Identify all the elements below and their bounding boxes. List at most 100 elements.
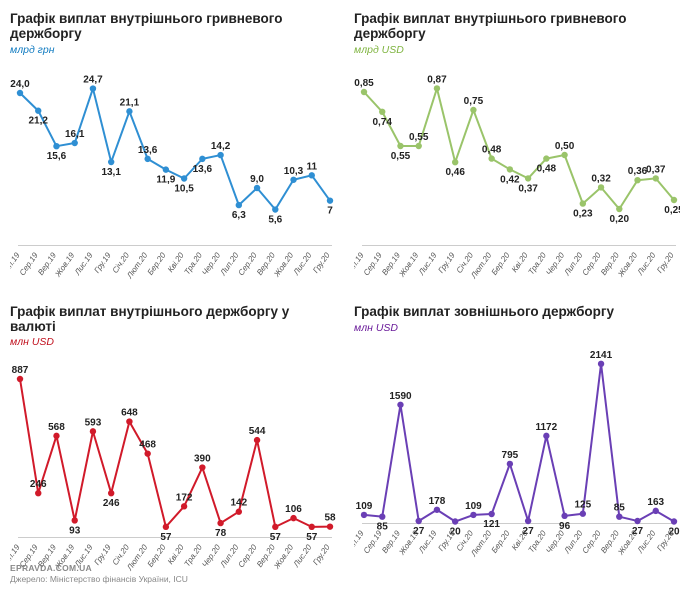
value-label: 78 [215,528,227,539]
chart-subtitle: млрд USD [354,44,680,56]
value-label: 11,9 [156,174,175,185]
data-point [199,465,205,471]
value-label: 2141 [590,349,613,360]
value-label: 6,3 [232,210,246,221]
value-label: 24,0 [10,79,30,90]
value-label: 390 [194,454,211,465]
x-category-label: Жов.19 [397,528,421,557]
value-label: 568 [48,422,65,433]
footer-brand: EPRAVDA.COM.UA [10,563,188,574]
value-label: 5,6 [268,214,282,225]
series-line [364,363,674,521]
data-point [470,511,476,517]
value-label: 178 [429,495,446,506]
data-point [580,200,586,206]
data-point [272,206,278,212]
value-label: 887 [12,365,29,376]
value-label: 125 [574,499,591,510]
value-label: 13,1 [101,167,121,178]
chart-subtitle: млн USD [354,322,680,334]
value-label: 85 [614,502,626,513]
data-point [379,108,385,114]
value-label: 544 [249,426,266,437]
data-point [17,89,23,95]
data-point [671,196,677,202]
data-point [144,155,150,161]
data-point [272,524,278,530]
data-point [163,524,169,530]
x-category-label: Бер.20 [490,250,512,276]
x-category-label: Гру.20 [311,250,332,274]
value-label: 0,25 [664,205,680,216]
data-point [434,506,440,512]
data-point [199,155,205,161]
data-point [108,490,114,496]
x-category-label: Бер.20 [490,528,512,554]
data-point [17,376,23,382]
data-point [671,518,677,524]
x-category-label: Гру.19 [92,250,113,274]
data-point [35,490,41,496]
data-point [616,205,622,211]
series-line [20,379,330,527]
data-point [53,143,59,149]
value-label: 58 [324,513,336,524]
value-label: 593 [85,418,102,429]
chart-subtitle: млрд грн [10,44,336,56]
value-label: 0,32 [591,173,611,184]
data-point [616,513,622,519]
data-point [397,401,403,407]
chart-title: Графік виплат зовнішнього держборгу [354,305,680,320]
footer: EPRAVDA.COM.UA Джерело: Міністерство фін… [10,563,188,585]
chart-grid: Графік виплат внутрішнього гривневого де… [10,12,680,557]
data-point [90,85,96,91]
value-label: 121 [483,519,500,530]
x-category-label: Гру.20 [311,543,332,567]
data-point [488,510,494,516]
data-point [236,509,242,515]
value-label: 106 [285,504,302,515]
value-label: 7 [327,205,333,216]
value-label: 109 [356,500,373,511]
value-label: 468 [139,440,156,451]
data-point [290,176,296,182]
data-point [525,175,531,181]
value-label: 21,1 [120,97,140,108]
x-category-label: Жов.20 [272,543,296,572]
chart-svg: 8872465689359324664846857172390781425445… [10,348,336,573]
data-point [126,419,132,425]
data-point [217,520,223,526]
chart-svg: 24,021,215,616,124,713,121,113,611,910,5… [10,56,336,281]
data-point [72,518,78,524]
x-category-label: Бер.20 [146,250,168,276]
data-point [309,172,315,178]
value-label: 9,0 [250,174,264,185]
data-point [236,202,242,208]
data-point [254,184,260,190]
panel-2: Графік виплат внутрішнього держборгу у в… [10,305,336,574]
value-label: 0,37 [646,164,666,175]
data-point [543,155,549,161]
data-point [163,166,169,172]
page: Графік виплат внутрішнього гривневого де… [0,0,690,591]
data-point [416,142,422,148]
value-label: 13,6 [193,164,213,175]
value-label: 0,42 [500,174,520,185]
x-category-label: Гру.20 [655,250,676,274]
value-label: 11 [306,161,317,172]
data-point [653,175,659,181]
panel-0: Графік виплат внутрішнього гривневого де… [10,12,336,281]
x-category-label: Лис.20 [635,250,658,277]
chart-svg: 0,850,740,550,550,870,460,750,480,420,37… [354,56,680,281]
value-label: 0,48 [482,144,502,155]
data-point [561,151,567,157]
value-label: 648 [121,408,138,419]
panel-1: Графік виплат внутрішнього гривневого де… [354,12,680,281]
value-label: 163 [647,496,664,507]
data-point [290,515,296,521]
chart-subtitle: млн USD [10,336,336,348]
data-point [598,184,604,190]
chart-title: Графік виплат внутрішнього гривневого де… [354,12,680,42]
value-label: 0,85 [354,78,374,89]
value-label: 14,2 [211,141,231,152]
